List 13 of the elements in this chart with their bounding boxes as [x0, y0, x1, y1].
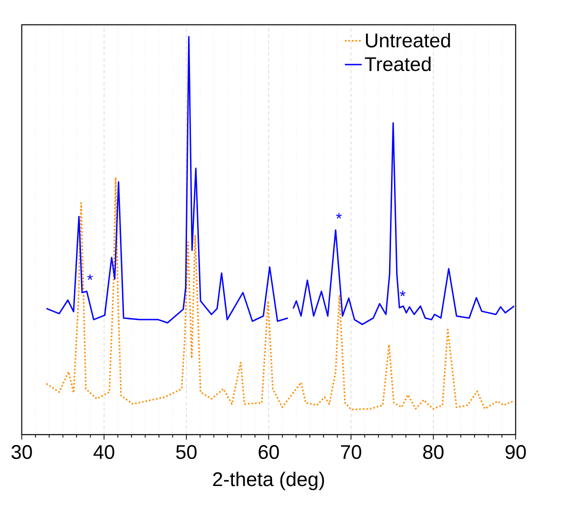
x-tick-label: 40 — [94, 445, 114, 460]
x-tick-label: 80 — [423, 445, 444, 460]
x-tick-label: 50 — [176, 445, 197, 460]
annotation: * — [336, 213, 342, 219]
legend-label: Treated — [364, 56, 431, 72]
annotation: * — [400, 290, 406, 296]
legend-label: Untreated — [366, 33, 450, 48]
x-tick-label: 60 — [258, 445, 279, 460]
x-tick-label: 30 — [12, 445, 32, 460]
x-tick-label: 90 — [506, 445, 526, 460]
x-axis-title: 2-theta (deg) — [213, 472, 324, 490]
annotation: * — [87, 274, 93, 280]
x-tick-label: 70 — [341, 445, 362, 460]
